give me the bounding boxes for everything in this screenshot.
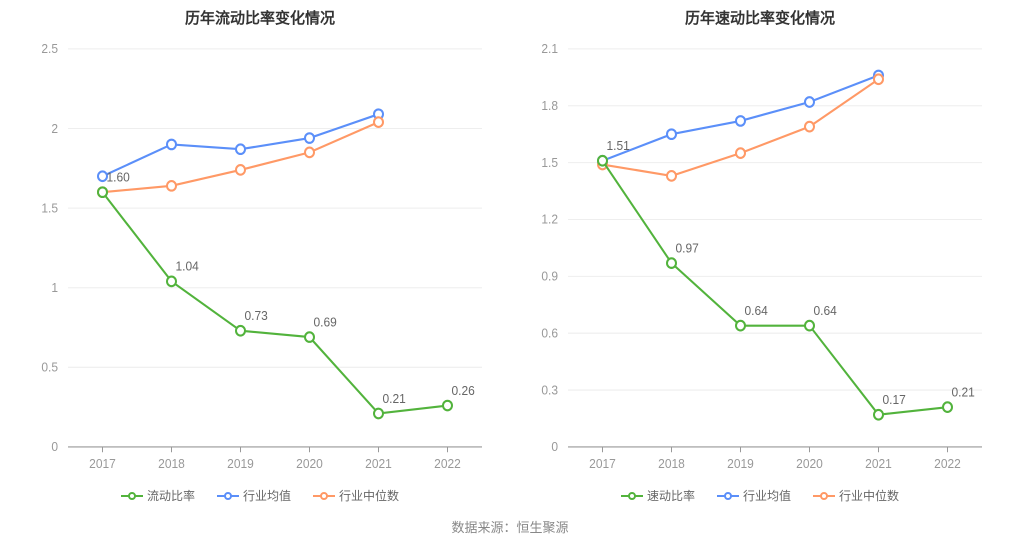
svg-text:2.1: 2.1 [541, 42, 558, 56]
chart-plot-right: 0 0.3 0.6 0.9 1.2 1.5 1.8 2.1 2017 2018 2019 2020 20… [520, 34, 1000, 481]
svg-text:2020: 2020 [296, 457, 323, 471]
legend-marker-orange-r [813, 491, 835, 501]
charts-row: 历年流动比率变化情况 0 0.5 1 1.5 2 2.5 2017 2018 2019 2020 2… [0, 0, 1020, 509]
svg-text:0.64: 0.64 [814, 304, 837, 318]
svg-text:2020: 2020 [796, 457, 823, 471]
legend-label-median-left: 行业中位数 [339, 487, 399, 504]
legend-marker-orange [313, 491, 335, 501]
svg-text:0.64: 0.64 [745, 304, 768, 318]
svg-text:0.97: 0.97 [676, 241, 699, 255]
svg-text:1.2: 1.2 [541, 212, 558, 226]
svg-text:0: 0 [51, 440, 58, 454]
chart-title-left: 历年流动比率变化情况 [20, 7, 500, 28]
svg-text:2018: 2018 [658, 457, 685, 471]
svg-text:1: 1 [51, 281, 58, 295]
chart-panel-right: 历年速动比率变化情况 0 0.3 0.6 0.9 1.2 1.5 1.8 2.1 2017 201… [510, 0, 1010, 509]
svg-text:2021: 2021 [365, 457, 392, 471]
chart-panel-left: 历年流动比率变化情况 0 0.5 1 1.5 2 2.5 2017 2018 2019 2020 2… [10, 0, 510, 509]
legend-marker-green [121, 491, 143, 501]
legend-label-avg-left: 行业均值 [243, 487, 291, 504]
svg-text:0.73: 0.73 [245, 309, 268, 323]
legend-item-median-left: 行业中位数 [313, 487, 399, 504]
svg-text:2022: 2022 [934, 457, 961, 471]
data-source-footer: 数据来源：恒生聚源 [0, 509, 1020, 550]
legend-item-median-right: 行业中位数 [813, 487, 899, 504]
svg-text:0.69: 0.69 [314, 315, 337, 329]
svg-text:2018: 2018 [158, 457, 185, 471]
svg-text:2022: 2022 [434, 457, 461, 471]
legend-label-avg-right: 行业均值 [743, 487, 791, 504]
svg-text:0.26: 0.26 [452, 384, 475, 398]
legend-item-main-right: 速动比率 [621, 487, 695, 504]
chart-title-right: 历年速动比率变化情况 [520, 7, 1000, 28]
svg-text:2021: 2021 [865, 457, 892, 471]
svg-text:2017: 2017 [89, 457, 116, 471]
legend-right: 速动比率 行业均值 行业中位数 [520, 487, 1000, 504]
svg-text:0.21: 0.21 [952, 385, 975, 399]
svg-text:1.51: 1.51 [607, 139, 630, 153]
legend-left: 流动比率 行业均值 行业中位数 [20, 487, 500, 504]
svg-text:0.9: 0.9 [541, 269, 558, 283]
legend-item-main-left: 流动比率 [121, 487, 195, 504]
svg-text:2019: 2019 [227, 457, 254, 471]
legend-label-main-left: 流动比率 [147, 487, 195, 504]
legend-marker-blue [217, 491, 239, 501]
svg-text:0.17: 0.17 [883, 393, 906, 407]
svg-text:2.5: 2.5 [41, 42, 58, 56]
legend-marker-green-r [621, 491, 643, 501]
legend-label-median-right: 行业中位数 [839, 487, 899, 504]
svg-text:1.5: 1.5 [41, 201, 58, 215]
svg-text:1.60: 1.60 [107, 170, 130, 184]
legend-marker-blue-r [717, 491, 739, 501]
svg-text:1.5: 1.5 [541, 156, 558, 170]
svg-text:2: 2 [51, 121, 58, 135]
svg-text:0.6: 0.6 [541, 326, 558, 340]
legend-item-avg-right: 行业均值 [717, 487, 791, 504]
svg-text:2017: 2017 [589, 457, 616, 471]
svg-text:2019: 2019 [727, 457, 754, 471]
svg-text:1.04: 1.04 [176, 259, 199, 273]
svg-text:1.8: 1.8 [541, 99, 558, 113]
svg-text:0.3: 0.3 [541, 383, 558, 397]
legend-item-avg-left: 行业均值 [217, 487, 291, 504]
chart-plot-left: 0 0.5 1 1.5 2 2.5 2017 2018 2019 2020 2021 2022 1.60… [20, 34, 500, 481]
svg-text:0.5: 0.5 [41, 360, 58, 374]
legend-label-main-right: 速动比率 [647, 487, 695, 504]
svg-text:0.21: 0.21 [383, 392, 406, 406]
svg-text:0: 0 [551, 440, 558, 454]
